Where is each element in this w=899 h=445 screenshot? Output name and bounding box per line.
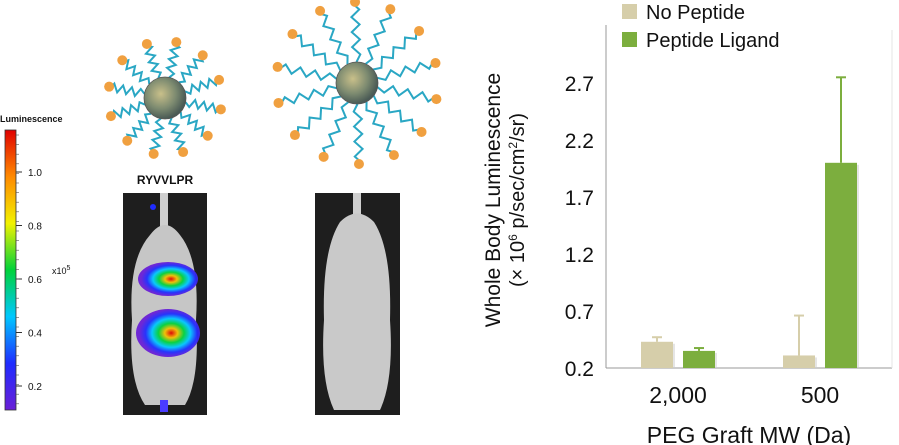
y-axis-label: Whole Body Luminescence (× 106 p/sec/cm2… bbox=[482, 73, 529, 327]
peg-chain bbox=[111, 100, 146, 121]
peg-chain bbox=[352, 103, 365, 165]
mouse-left-label: RYVVLPR bbox=[137, 173, 194, 187]
peg-chain bbox=[316, 11, 349, 65]
peptide-ligand-bead bbox=[416, 126, 427, 137]
peg-chain bbox=[184, 75, 219, 96]
peg-chain bbox=[376, 84, 438, 103]
peg-chain bbox=[321, 101, 349, 159]
x-category-label: 2,000 bbox=[649, 382, 707, 408]
peptide-ligand-bead bbox=[202, 130, 213, 141]
peg-chain bbox=[107, 81, 146, 98]
x-category-label: 500 bbox=[801, 382, 839, 408]
y-tick-label: 0.7 bbox=[565, 301, 594, 324]
nanoparticle-short-peg bbox=[104, 37, 226, 159]
peg-chain bbox=[372, 95, 425, 132]
mouse-image-peptide bbox=[123, 193, 207, 415]
peptide-ligand-bead bbox=[141, 38, 152, 49]
svg-text:(× 106 p/sec/cm2/sr): (× 106 p/sec/cm2/sr) bbox=[506, 113, 529, 287]
nanoparticle-core bbox=[335, 61, 379, 105]
peptide-ligand-bead bbox=[273, 97, 284, 108]
peg-chain bbox=[276, 63, 338, 82]
luminescence-colorbar: Luminescence 0.2 0.4 0.6 0.8 1.0 x105 bbox=[0, 114, 71, 411]
peptide-ligand-bead bbox=[430, 58, 441, 69]
bar-no-peptide bbox=[783, 355, 815, 368]
peg-chain bbox=[179, 111, 211, 138]
peptide-ligand-bead bbox=[197, 50, 208, 61]
peg-chain bbox=[296, 95, 342, 139]
x-axis-label: PEG Graft MW (Da) bbox=[647, 422, 851, 445]
peg-chain bbox=[372, 27, 418, 71]
y-tick-label: 1.7 bbox=[565, 187, 594, 210]
bar-peptide-ligand bbox=[683, 350, 715, 368]
peptide-ligand-bead bbox=[148, 148, 159, 159]
peptide-ligand-bead bbox=[122, 135, 133, 146]
colorbar-tick-label: 0.4 bbox=[28, 329, 42, 340]
bar-no-peptide bbox=[641, 341, 673, 368]
peg-chain bbox=[119, 58, 151, 85]
peptide-ligand-bead bbox=[388, 150, 399, 161]
bar-peptide-ligand bbox=[825, 162, 857, 368]
nanoparticle-long-peg bbox=[272, 0, 442, 169]
peptide-ligand-bead bbox=[414, 25, 425, 36]
peg-chain bbox=[125, 112, 152, 144]
peptide-ligand-bead bbox=[214, 74, 225, 85]
peptide-ligand-bead bbox=[431, 94, 442, 105]
y-tick-label: 2.2 bbox=[565, 130, 594, 153]
peg-chain bbox=[278, 84, 337, 108]
peptide-ligand-bead bbox=[104, 81, 115, 92]
peg-chain bbox=[365, 101, 398, 155]
peptide-ligand-bead bbox=[272, 61, 283, 72]
peg-chain bbox=[184, 98, 223, 115]
legend-swatch bbox=[622, 32, 637, 47]
peptide-ligand-bead bbox=[171, 37, 182, 48]
peg-chain bbox=[178, 52, 205, 84]
peptide-ligand-bead bbox=[315, 5, 326, 16]
nanoparticle-core bbox=[143, 76, 187, 120]
colorbar-tick-label: 0.6 bbox=[28, 275, 42, 286]
legend-label: No Peptide bbox=[646, 2, 745, 24]
legend-swatch bbox=[622, 4, 637, 19]
peptide-ligand-bead bbox=[105, 111, 116, 122]
y-tick-label: 0.2 bbox=[565, 358, 594, 381]
peptide-ligand-bead bbox=[385, 4, 396, 15]
mouse-image-control bbox=[315, 193, 400, 415]
legend: No Peptide Peptide Ligand bbox=[622, 2, 779, 52]
y-tick-label: 1.2 bbox=[565, 244, 594, 267]
peptide-ligand-bead bbox=[318, 151, 329, 162]
peg-chain bbox=[349, 1, 362, 63]
peptide-ligand-bead bbox=[287, 29, 298, 40]
peg-chain bbox=[365, 7, 393, 65]
peptide-ligand-bead bbox=[289, 130, 300, 141]
peptide-ligand-bead bbox=[178, 147, 189, 158]
peptide-ligand-bead bbox=[117, 55, 128, 66]
colorbar-tick-label: 0.8 bbox=[28, 222, 42, 233]
colorbar-title: Luminescence bbox=[0, 114, 63, 124]
peptide-ligand-bead bbox=[350, 0, 361, 8]
legend-label: Peptide Ligand bbox=[646, 30, 779, 52]
bar-chart: 0.2 0.7 1.2 1.7 2.2 2.7 2,000 500 PEG Graft MW… bbox=[482, 2, 893, 445]
peg-chain bbox=[165, 40, 182, 79]
colorbar-tick-label: 0.2 bbox=[28, 382, 42, 393]
svg-text:Whole Body Luminescence: Whole Body Luminescence bbox=[482, 73, 505, 327]
peg-chain bbox=[142, 44, 163, 79]
peg-chain bbox=[148, 117, 165, 156]
peg-chain bbox=[167, 117, 188, 152]
peg-chain bbox=[377, 58, 436, 82]
peptide-ligand-bead bbox=[353, 158, 364, 169]
colorbar-multiplier: x105 bbox=[52, 265, 71, 276]
colorbar-tick-label: 1.0 bbox=[28, 168, 42, 179]
peg-chain bbox=[289, 34, 342, 71]
peptide-ligand-bead bbox=[215, 104, 226, 115]
y-tick-label: 2.7 bbox=[565, 73, 594, 96]
colorbar-bar bbox=[4, 129, 17, 411]
